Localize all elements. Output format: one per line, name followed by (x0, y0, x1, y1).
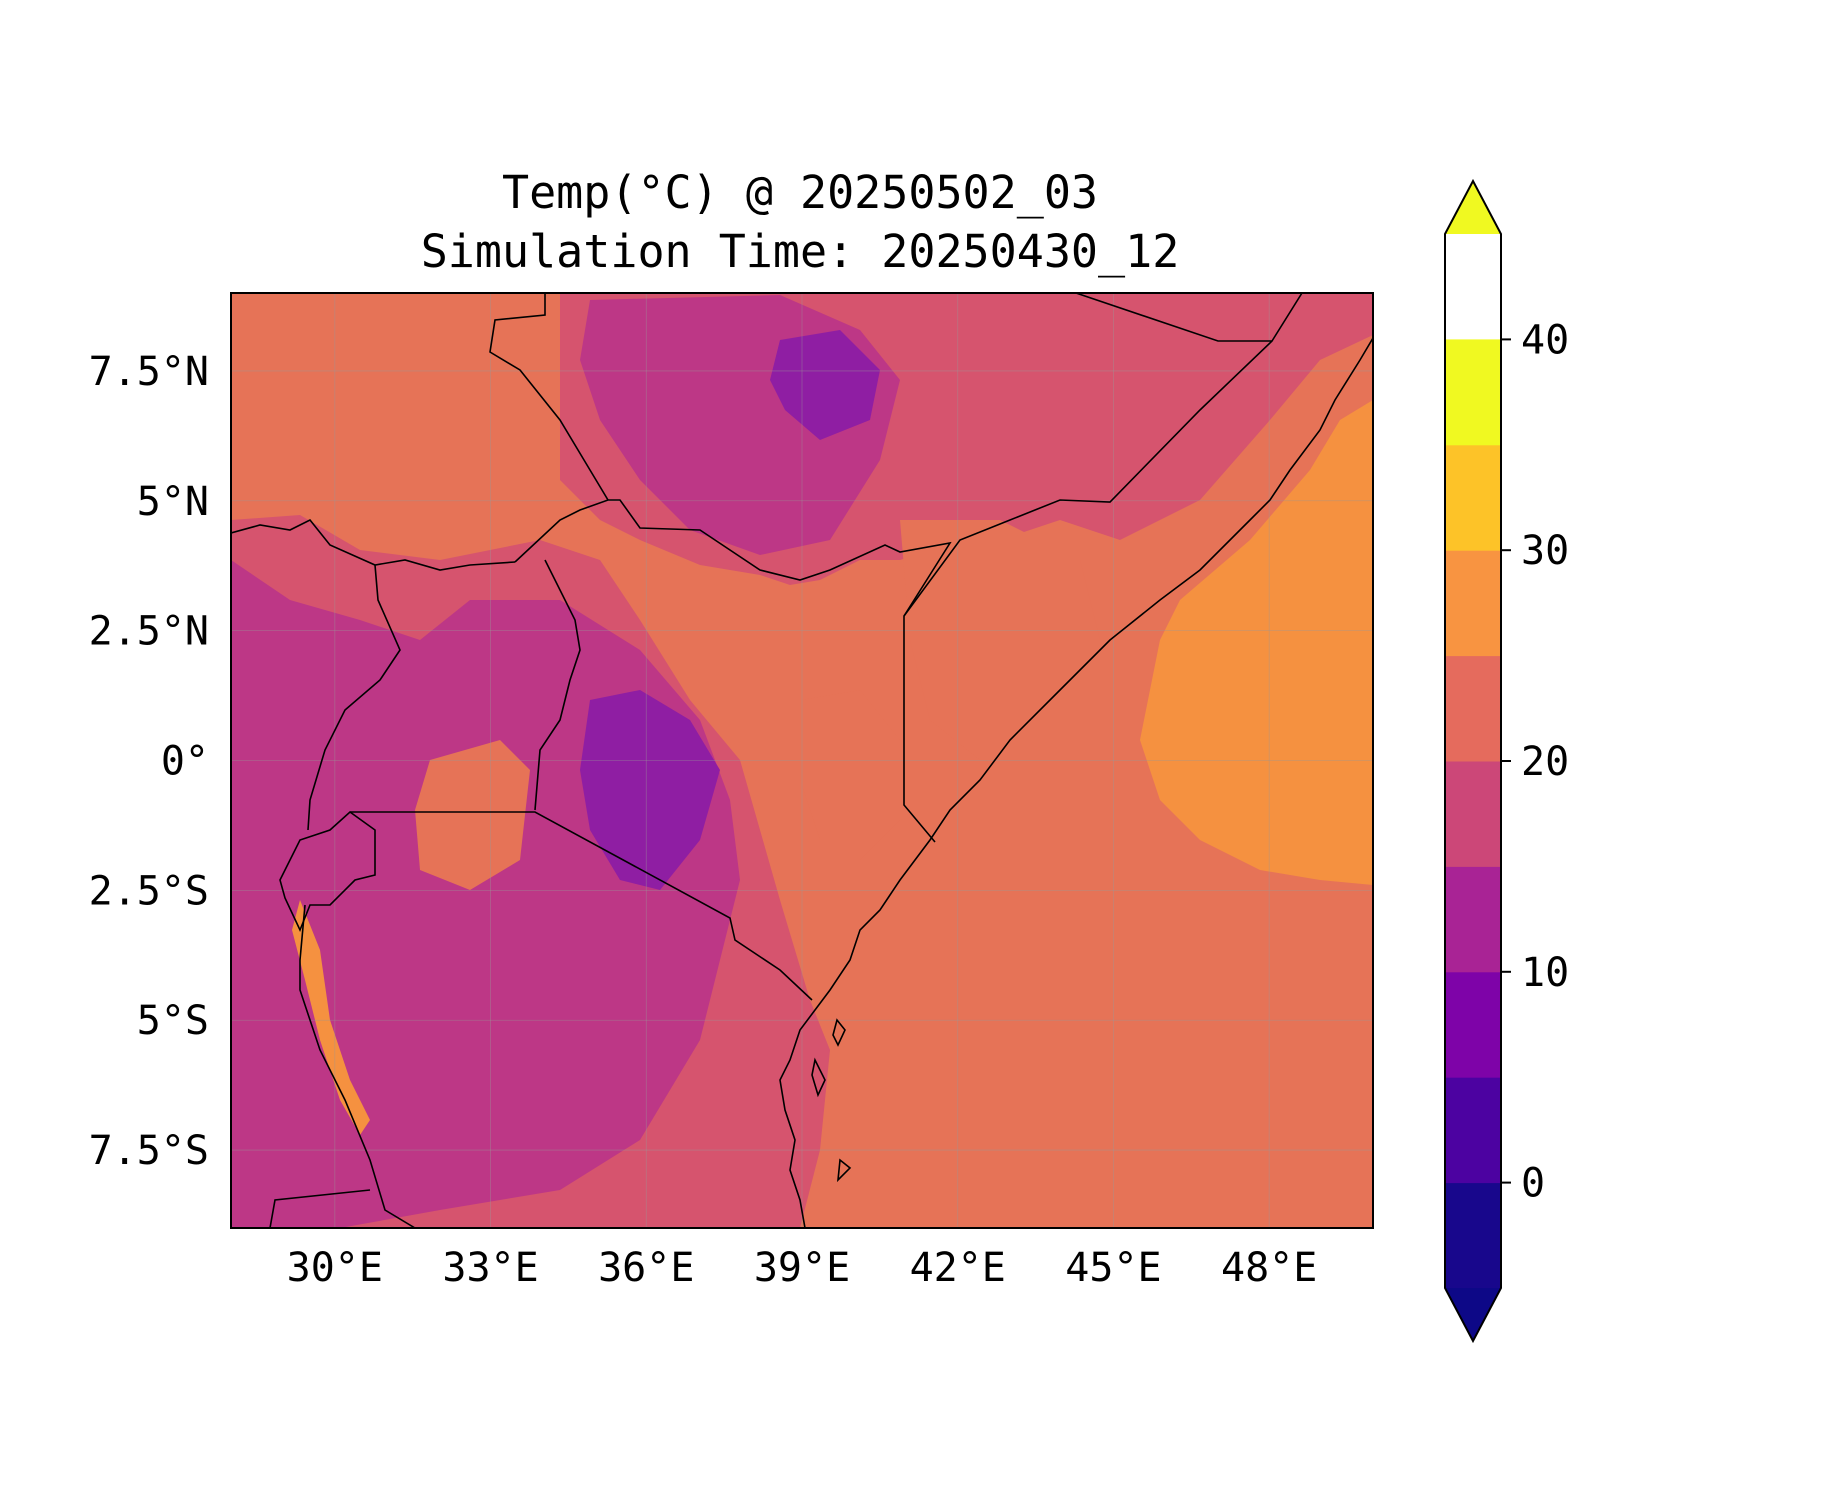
y-tick-label: 5°N (137, 479, 209, 525)
colorbar-under-extension (1445, 1288, 1501, 1341)
ethiopia-somalia-border (903, 340, 1273, 843)
colorbar-segment (1445, 971, 1501, 1078)
coastline (779, 337, 1373, 1228)
tanzania-north-border (350, 811, 813, 1001)
colorbar-segment (1445, 1182, 1501, 1289)
temperature-map (231, 293, 1373, 1228)
kenya-highlands-cold (580, 690, 720, 890)
south-sudan-border (489, 293, 609, 501)
kenya-ethiopia-border (514, 499, 952, 617)
highlands-cold-core (770, 330, 880, 440)
colorbar-tick-label: 0 (1521, 1161, 1545, 1207)
y-tick-label: 5°S (137, 998, 209, 1044)
lake-islands (811, 1018, 852, 1183)
somalia-ethiopia-border (1075, 293, 1303, 342)
rwanda-burundi-border (279, 810, 376, 933)
rift-warm-strip (292, 900, 370, 1135)
uganda-sudan-border (231, 518, 516, 571)
uganda-kenya-border (534, 559, 581, 811)
y-tick-label: 2.5°N (89, 609, 209, 655)
x-tick-label: 48°E (1221, 1245, 1317, 1291)
victoria-warm-patch (415, 740, 530, 890)
country-borders (231, 293, 1373, 1228)
x-tick-label: 42°E (910, 1245, 1006, 1291)
colorbar-tick-label: 20 (1521, 739, 1569, 785)
colorbar-segment (1445, 761, 1501, 867)
map-frame (230, 292, 1374, 1229)
y-axis-ticks: 7.5°N 5°N 2.5°N 0° 2.5°S 5°S 7.5°S (89, 349, 209, 1174)
colorbar-tick-label: 30 (1521, 528, 1569, 574)
colorbar-segment (1445, 866, 1501, 973)
graticule (231, 293, 1373, 1228)
colorbar-segment (1445, 550, 1501, 657)
y-tick-label: 2.5°S (89, 868, 209, 914)
title-line-2: Simulation Time: 20250430_12 (421, 225, 1180, 278)
colorbar-tick-label: 10 (1521, 950, 1569, 996)
eastern-kenya-lowland (800, 690, 900, 860)
colorbar-over-extension (1445, 181, 1501, 234)
x-tick-label: 33°E (442, 1245, 538, 1291)
x-tick-label: 45°E (1065, 1245, 1161, 1291)
y-tick-label: 7.5°S (89, 1128, 209, 1174)
x-tick-label: 36°E (598, 1245, 694, 1291)
title-line-1: Temp(°C) @ 20250502_03 (502, 166, 1098, 219)
indian-ocean-hot-patch (1140, 400, 1373, 885)
tanzania-west-border (299, 904, 416, 1228)
colorbar: 0 10 20 30 40 (1444, 178, 1569, 1344)
x-tick-label: 39°E (754, 1245, 850, 1291)
zambia-border (269, 1189, 371, 1228)
colorbar-segment (1445, 444, 1501, 551)
colorbar-tick-label: 40 (1521, 317, 1569, 363)
x-tick-label: 30°E (287, 1245, 383, 1291)
y-tick-label: 0° (161, 739, 209, 785)
colorbar-segment (1445, 1077, 1501, 1184)
y-tick-label: 7.5°N (89, 349, 209, 395)
colorbar-segment (1445, 339, 1501, 446)
colorbar-segment (1445, 655, 1501, 762)
x-axis-ticks: 30°E 33°E 36°E 39°E 42°E 45°E 48°E (287, 1245, 1318, 1291)
uganda-drc-border (307, 564, 401, 831)
colorbar-outline (1444, 178, 1502, 1344)
